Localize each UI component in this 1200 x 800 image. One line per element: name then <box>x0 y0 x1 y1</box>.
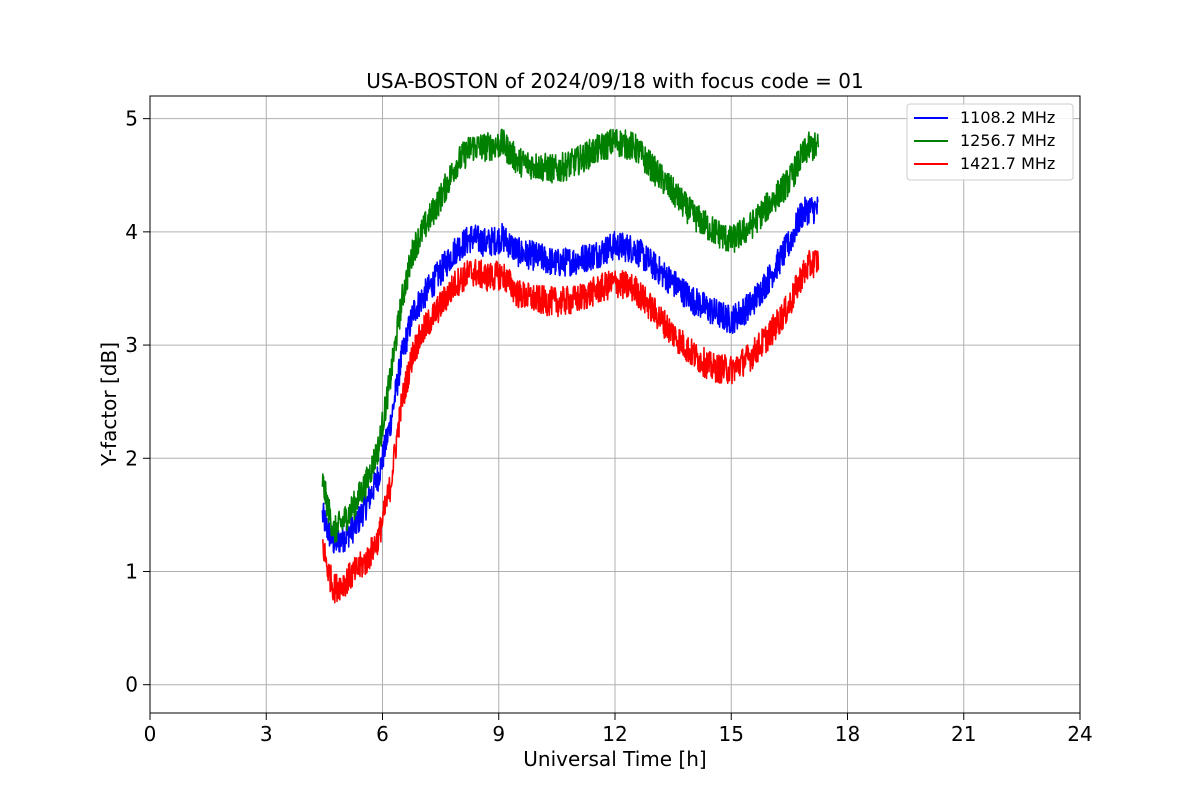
y-tick-label: 3 <box>125 333 138 357</box>
x-axis-label: Universal Time [h] <box>523 747 706 771</box>
x-tick-label: 9 <box>492 722 505 746</box>
y-tick-label: 0 <box>125 673 138 697</box>
y-tick-label: 1 <box>125 559 138 583</box>
x-axis: 0 3 6 9 12 15 18 21 24 <box>144 713 1093 746</box>
chart-title: USA-BOSTON of 2024/09/18 with focus code… <box>366 69 863 93</box>
x-tick-label: 0 <box>144 722 157 746</box>
series-line-1108-2 <box>321 196 819 554</box>
x-tick-label: 12 <box>602 722 627 746</box>
x-tick-label: 15 <box>719 722 744 746</box>
x-tick-label: 18 <box>835 722 860 746</box>
x-tick-label: 6 <box>376 722 389 746</box>
y-axis: 0 1 2 3 4 5 <box>125 107 150 697</box>
y-tick-label: 2 <box>125 446 138 470</box>
series-layer <box>321 128 820 604</box>
y-tick-label: 4 <box>125 220 138 244</box>
legend-label-1108: 1108.2 MHz <box>960 108 1055 127</box>
series-line-1421-7 <box>321 250 820 604</box>
legend-label-1421: 1421.7 MHz <box>960 154 1055 173</box>
x-tick-label: 3 <box>260 722 273 746</box>
legend-label-1256: 1256.7 MHz <box>960 131 1055 150</box>
legend: 1108.2 MHz 1256.7 MHz 1421.7 MHz <box>906 103 1074 181</box>
x-tick-label: 24 <box>1067 722 1092 746</box>
y-axis-label: Y-factor [dB] <box>97 342 121 467</box>
y-tick-label: 5 <box>125 107 138 131</box>
legend-box <box>906 103 1074 181</box>
x-tick-label: 21 <box>951 722 976 746</box>
series-line-1256-7 <box>321 128 820 544</box>
